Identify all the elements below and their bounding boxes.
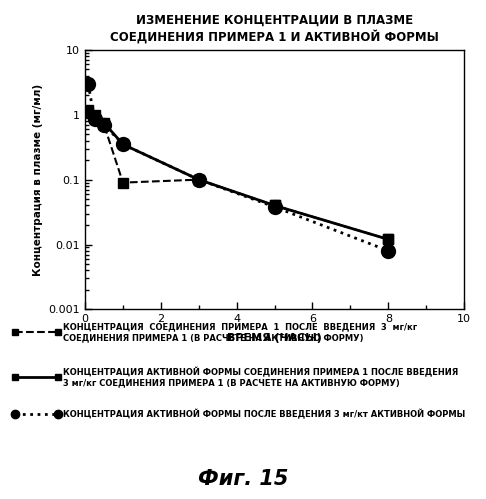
Y-axis label: Концентрация в плазме (мг/мл): Концентрация в плазме (мг/мл) [33, 83, 43, 276]
Text: КОНЦЕНТРАЦИЯ АКТИВНОЙ ФОРМЫ ПОСЛЕ ВВЕДЕНИЯ 3 мг/кт АКТИВНОЙ ФОРМЫ: КОНЦЕНТРАЦИЯ АКТИВНОЙ ФОРМЫ ПОСЛЕ ВВЕДЕН… [63, 409, 466, 419]
Text: КОНЦЕНТРАЦИЯ АКТИВНОЙ ФОРМЫ СОЕДИНЕНИЯ ПРИМЕРА 1 ПОСЛЕ ВВЕДЕНИЯ: КОНЦЕНТРАЦИЯ АКТИВНОЙ ФОРМЫ СОЕДИНЕНИЯ П… [63, 367, 458, 377]
Text: СОЕДИНЕНИЯ ПРИМЕРА 1 (В РАСЧЕТЕ НА АКТИВНУЮ ФОРМУ): СОЕДИНЕНИЯ ПРИМЕРА 1 (В РАСЧЕТЕ НА АКТИВ… [63, 333, 364, 342]
Text: КОНЦЕНТРАЦИЯ  СОЕДИНЕНИЯ  ПРИМЕРА  1  ПОСЛЕ  ВВЕДЕНИЯ  3  мг/кг: КОНЦЕНТРАЦИЯ СОЕДИНЕНИЯ ПРИМЕРА 1 ПОСЛЕ … [63, 322, 417, 331]
Title: ИЗМЕНЕНИЕ КОНЦЕНТРАЦИИ В ПЛАЗМЕ
СОЕДИНЕНИЯ ПРИМЕРА 1 И АКТИВНОЙ ФОРМЫ: ИЗМЕНЕНИЕ КОНЦЕНТРАЦИИ В ПЛАЗМЕ СОЕДИНЕН… [110, 14, 439, 43]
X-axis label: ВРЕМЯ (ЧАСЫ): ВРЕМЯ (ЧАСЫ) [227, 332, 322, 343]
Text: 3 мг/кг СОЕДИНЕНИЯ ПРИМЕРА 1 (В РАСЧЕТЕ НА АКТИВНУЮ ФОРМУ): 3 мг/кг СОЕДИНЕНИЯ ПРИМЕРА 1 (В РАСЧЕТЕ … [63, 378, 400, 387]
Text: Фиг. 15: Фиг. 15 [198, 469, 288, 489]
